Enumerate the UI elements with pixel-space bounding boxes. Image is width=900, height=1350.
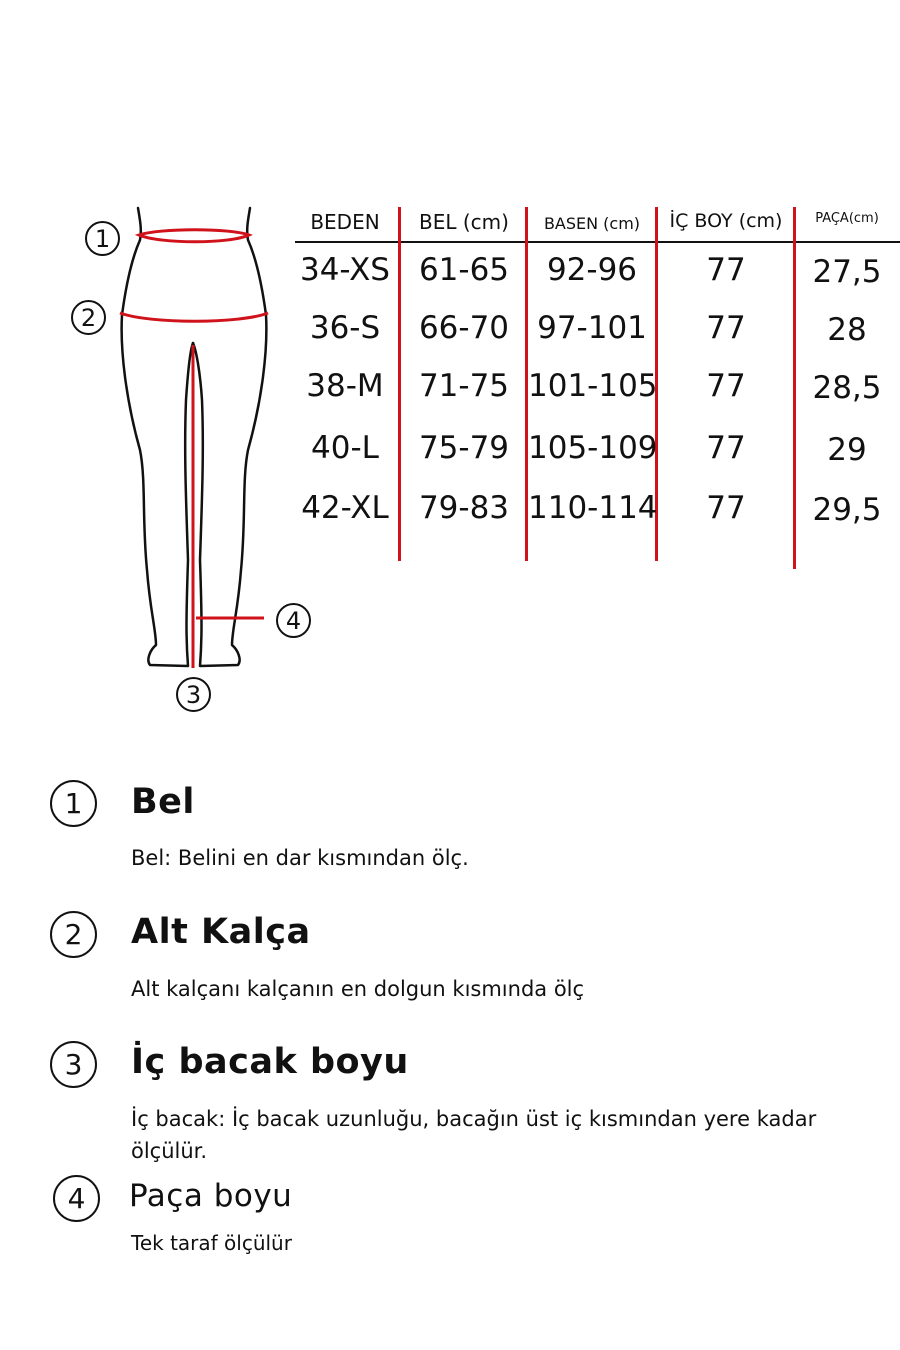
- cell-hem: 29,5: [812, 492, 882, 528]
- legend-title-ic-bacak: İç bacak boyu: [131, 1042, 409, 1082]
- cell-hem: 27,5: [812, 254, 882, 290]
- header-basen: BASEN (cm): [543, 214, 641, 233]
- marker-4: 4: [276, 603, 311, 638]
- legend-marker-2: 2: [50, 911, 97, 958]
- marker-3: 3: [176, 677, 211, 712]
- cell-hip: 92-96: [546, 252, 638, 288]
- legend-desc-alt-kalca: Alt kalçanı kalçanın en dolgun kısmında …: [131, 977, 585, 1001]
- cell-inseam: 77: [706, 252, 746, 288]
- header-ic-boy: İÇ BOY (cm): [669, 210, 783, 232]
- legs-diagram: [119, 206, 269, 668]
- cell-hip: 105-109: [528, 430, 658, 466]
- cell-hip: 97-101: [537, 310, 647, 346]
- cell-size: 38-M: [306, 368, 384, 404]
- header-paca: PAÇA(cm): [815, 211, 879, 226]
- cell-hem: 29: [827, 432, 867, 468]
- legend-desc-ic-bacak: İç bacak: İç bacak uzunluğu, bacağın üst…: [131, 1107, 817, 1163]
- legend-desc-paca: Tek taraf ölçülür: [131, 1231, 292, 1255]
- header-bel: BEL (cm): [419, 210, 509, 234]
- legend-title-paca: Paça boyu: [129, 1178, 293, 1214]
- cell-size: 36-S: [309, 310, 381, 346]
- cell-size: 40-L: [311, 430, 379, 466]
- legend-title-bel: Bel: [131, 782, 195, 822]
- measure-lines: [119, 228, 269, 668]
- column-divider: [793, 207, 796, 569]
- cell-hip: 110-114: [528, 490, 658, 526]
- legend-marker-3: 3: [50, 1041, 97, 1088]
- marker-1: 1: [85, 221, 120, 256]
- cell-inseam: 77: [706, 430, 746, 466]
- legend-desc-bel: Bel: Belini en dar kısmından ölç.: [131, 846, 469, 870]
- cell-waist: 61-65: [418, 252, 510, 288]
- cell-size: 34-XS: [299, 252, 390, 288]
- cell-hem: 28,5: [812, 370, 882, 406]
- marker-2: 2: [71, 300, 106, 335]
- cell-inseam: 77: [706, 310, 746, 346]
- cell-hem: 28: [827, 312, 867, 348]
- waist-line: [134, 228, 253, 244]
- legend-marker-1: 1: [50, 780, 97, 827]
- cell-waist: 66-70: [418, 310, 510, 346]
- cell-waist: 71-75: [418, 368, 510, 404]
- header-divider: [295, 241, 900, 243]
- cell-waist: 75-79: [418, 430, 510, 466]
- column-divider: [525, 207, 528, 561]
- column-divider: [655, 207, 658, 561]
- legend-marker-4: 4: [53, 1175, 100, 1222]
- column-divider: [398, 207, 401, 561]
- legend-title-alt-kalca: Alt Kalça: [131, 912, 311, 952]
- hip-line: [119, 311, 269, 323]
- cell-hip: 101-105: [528, 368, 658, 404]
- cell-waist: 79-83: [418, 490, 510, 526]
- cell-inseam: 77: [706, 490, 746, 526]
- cell-size: 42-XL: [301, 490, 389, 526]
- cell-inseam: 77: [706, 368, 746, 404]
- header-beden: BEDEN: [310, 210, 380, 234]
